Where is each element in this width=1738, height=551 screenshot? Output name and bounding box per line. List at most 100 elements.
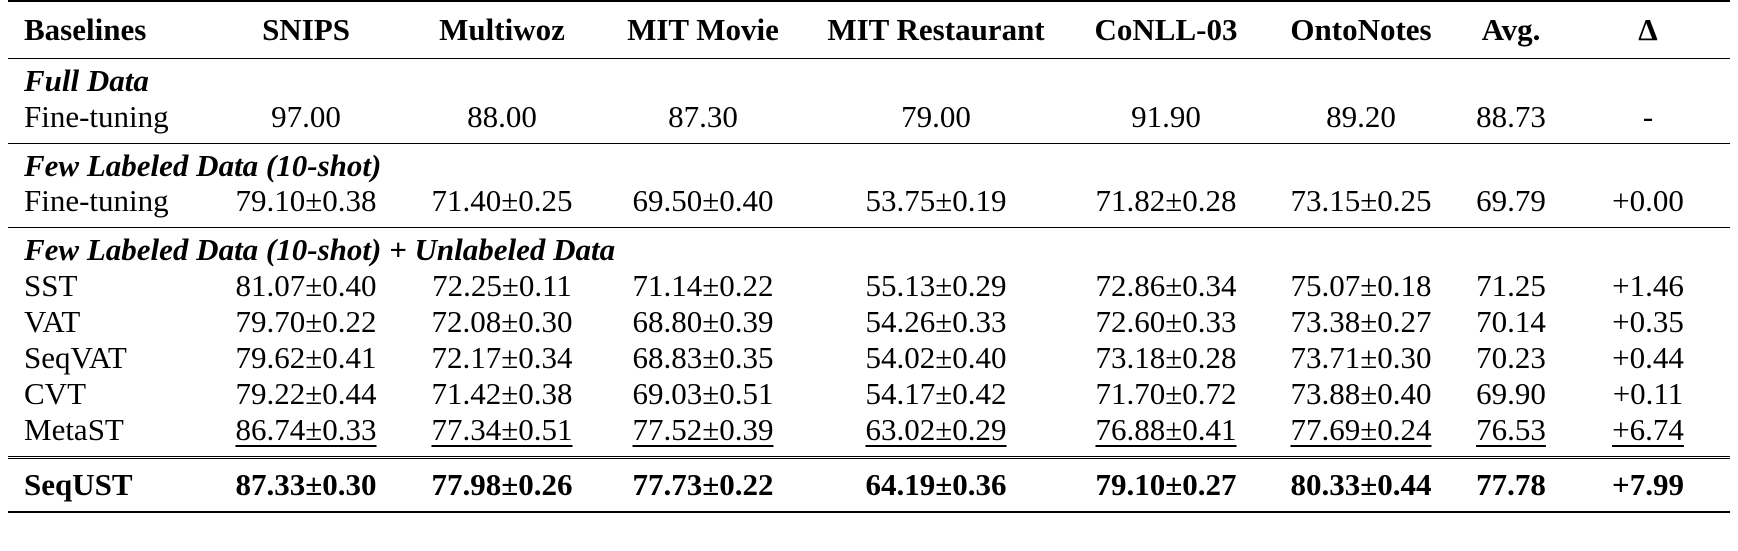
cell-mit-movie: 71.14±0.22 [632,268,774,304]
cell-mit-movie: 68.80±0.39 [632,304,774,340]
table-row: SeqVAT 79.62±0.41 72.17±0.34 68.83±0.35 … [8,340,1730,376]
header-baselines: Baselines [24,12,147,48]
cell-snips: 79.10±0.38 [235,183,377,219]
underlined-value: +6.74 [1612,412,1684,448]
cell-delta: +0.35 [1612,304,1684,340]
table-row: SST 81.07±0.40 72.25±0.11 71.14±0.22 55.… [8,268,1730,304]
cell-conll03: 73.18±0.28 [1095,340,1237,376]
cell-mit-movie: 87.30 [668,98,738,134]
cell-mit-restaurant: 63.02±0.29 [806,412,1066,458]
group-title: Few Labeled Data (10-shot) + Unlabeled D… [8,227,1730,268]
cell-delta: +6.74 [1566,412,1730,458]
table-row: Fine-tuning 79.10±0.38 71.40±0.25 69.50±… [8,183,1730,228]
cell-mit-movie: 77.73±0.22 [600,455,806,513]
group-title: Full Data [24,63,149,98]
underlined-value: 77.52±0.39 [632,412,774,448]
underlined-value: 77.69±0.24 [1290,412,1432,448]
cell-delta: +0.11 [1612,376,1684,412]
cell-avg: 70.14 [1476,304,1546,340]
header-snips: SNIPS [262,12,350,48]
cell-mit-restaurant: 54.26±0.33 [865,304,1007,340]
table-row: CVT 79.22±0.44 71.42±0.38 69.03±0.51 54.… [8,376,1730,412]
cell-multiwoz: 77.34±0.51 [404,412,600,458]
cell-conll03: 71.70±0.72 [1095,376,1237,412]
cell-delta: +0.44 [1612,340,1684,376]
cell-mit-movie: 69.03±0.51 [632,376,774,412]
row-name: SeqVAT [24,340,127,376]
cell-mit-restaurant: 79.00 [901,98,971,134]
cell-ontonotes: 80.33±0.44 [1266,455,1456,513]
cell-mit-movie: 77.52±0.39 [600,412,806,458]
group-title: Few Labeled Data (10-shot) [8,142,1730,184]
cell-conll03: 72.60±0.33 [1095,304,1237,340]
header-ontonotes: OntoNotes [1290,12,1432,48]
cell-ontonotes: 73.38±0.27 [1290,304,1432,340]
cell-conll03: 72.86±0.34 [1095,268,1237,304]
cell-snips: 79.62±0.41 [235,340,377,376]
cell-conll03: 91.90 [1131,98,1201,134]
cell-ontonotes: 73.88±0.40 [1290,376,1432,412]
cell-conll03: 76.88±0.41 [1066,412,1266,458]
cell-multiwoz: 71.42±0.38 [431,376,573,412]
cell-multiwoz: 72.08±0.30 [431,304,573,340]
cell-ontonotes: 73.15±0.25 [1290,183,1432,219]
cell-ontonotes: 73.71±0.30 [1290,340,1432,376]
cell-snips: 81.07±0.40 [235,268,377,304]
underlined-value: 77.34±0.51 [431,412,573,448]
cell-mit-restaurant: 55.13±0.29 [865,268,1007,304]
cell-mit-movie: 69.50±0.40 [632,183,774,219]
cell-conll03: 71.82±0.28 [1095,183,1237,219]
underlined-value: 86.74±0.33 [235,412,377,448]
row-name: Fine-tuning [24,183,169,219]
cell-ontonotes: 89.20 [1326,98,1396,134]
row-name: MetaST [24,412,124,448]
cell-avg: 77.78 [1456,455,1566,513]
table-row-final: SeqUST 87.33±0.30 77.98±0.26 77.73±0.22 … [8,455,1730,513]
cell-snips: 87.33±0.30 [208,455,404,513]
table-row: Fine-tuning 97.00 88.00 87.30 79.00 91.9… [8,99,1730,144]
cell-snips: 79.70±0.22 [235,304,377,340]
cell-avg: 69.90 [1476,376,1546,412]
header-row: Baselines SNIPS Multiwoz MIT Movie MIT R… [8,1,1730,59]
cell-mit-movie: 68.83±0.35 [632,340,774,376]
cell-ontonotes: 77.69±0.24 [1266,412,1456,458]
header-avg: Avg. [1481,12,1541,48]
cell-snips: 86.74±0.33 [208,412,404,458]
row-name: SeqUST [8,455,208,513]
underlined-value: 63.02±0.29 [865,412,1007,448]
cell-mit-restaurant: 64.19±0.36 [806,455,1066,513]
row-name: Fine-tuning [24,98,169,134]
cell-avg: 69.79 [1476,183,1546,219]
cell-delta: +1.46 [1612,268,1684,304]
row-name: VAT [24,304,81,340]
group-title-row: Few Labeled Data (10-shot) + Unlabeled D… [8,227,1730,268]
cell-avg: 88.73 [1476,98,1546,134]
cell-mit-restaurant: 53.75±0.19 [865,183,1007,219]
results-table-container: Baselines SNIPS Multiwoz MIT Movie MIT R… [8,0,1730,513]
cell-avg: 76.53 [1456,412,1566,458]
cell-avg: 70.23 [1476,340,1546,376]
header-multiwoz: Multiwoz [439,12,565,48]
cell-delta: +7.99 [1566,455,1730,513]
cell-delta: - [1642,98,1654,134]
table-row: VAT 79.70±0.22 72.08±0.30 68.80±0.39 54.… [8,304,1730,340]
group-title-row: Few Labeled Data (10-shot) [8,142,1730,184]
cell-mit-restaurant: 54.02±0.40 [865,340,1007,376]
cell-snips: 97.00 [271,98,341,134]
cell-mit-restaurant: 54.17±0.42 [865,376,1007,412]
underlined-value: 76.88±0.41 [1095,412,1237,448]
cell-conll03: 79.10±0.27 [1066,455,1266,513]
cell-multiwoz: 88.00 [467,98,537,134]
cell-multiwoz: 77.98±0.26 [404,455,600,513]
underlined-value: 76.53 [1476,412,1546,448]
header-conll03: CoNLL-03 [1094,12,1238,48]
header-mit-movie: MIT Movie [627,12,779,48]
table-row: MetaST 86.74±0.33 77.34±0.51 77.52±0.39 … [8,412,1730,458]
cell-snips: 79.22±0.44 [235,376,377,412]
header-mit-restaurant: MIT Restaurant [827,12,1045,48]
cell-multiwoz: 72.17±0.34 [431,340,573,376]
row-name: SST [24,268,78,304]
header-delta: Δ [1638,12,1658,48]
cell-avg: 71.25 [1476,268,1546,304]
cell-ontonotes: 75.07±0.18 [1290,268,1432,304]
